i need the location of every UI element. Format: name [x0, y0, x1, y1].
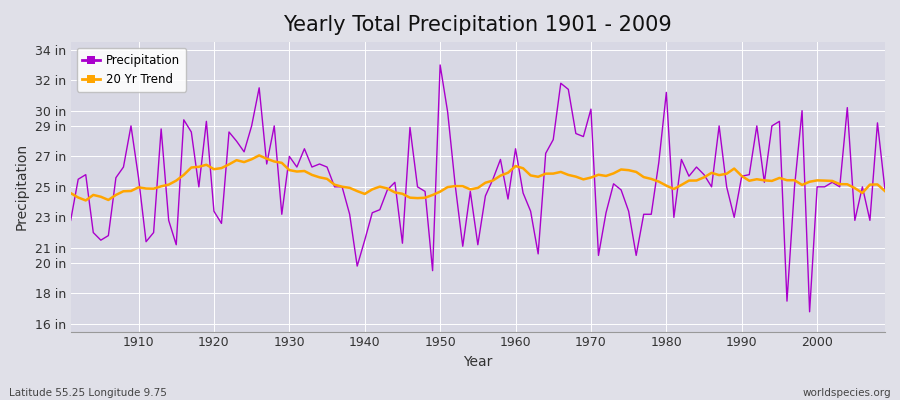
Title: Yearly Total Precipitation 1901 - 2009: Yearly Total Precipitation 1901 - 2009 [284, 15, 672, 35]
Y-axis label: Precipitation: Precipitation [15, 143, 29, 230]
Legend: Precipitation, 20 Yr Trend: Precipitation, 20 Yr Trend [76, 48, 186, 92]
Text: Latitude 55.25 Longitude 9.75: Latitude 55.25 Longitude 9.75 [9, 388, 166, 398]
Text: worldspecies.org: worldspecies.org [803, 388, 891, 398]
X-axis label: Year: Year [464, 355, 492, 369]
